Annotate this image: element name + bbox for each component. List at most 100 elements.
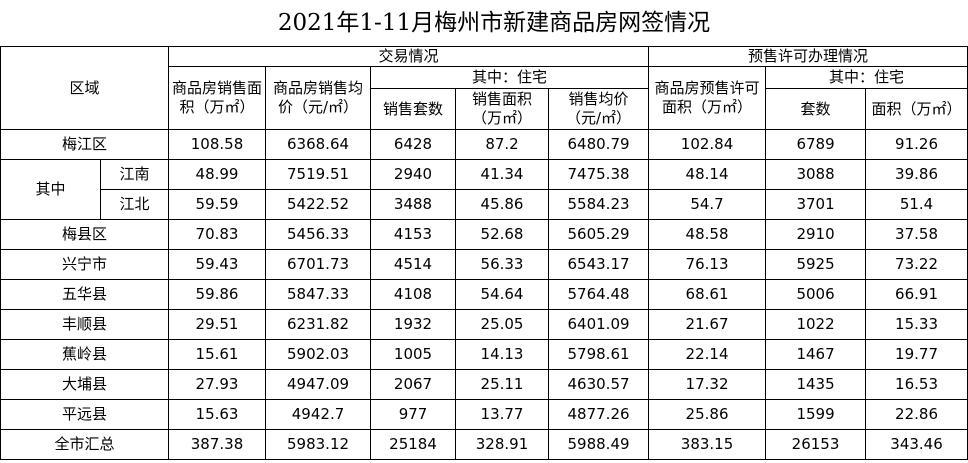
data-cell: 15.63 [168, 399, 267, 430]
data-cell: 6368.64 [265, 129, 372, 160]
data-cell: 27.93 [168, 369, 267, 400]
table-row: 江北 59.59 5422.52 3488 45.86 5584.23 54.7 3701 51… [1, 189, 968, 220]
data-cell: 21.67 [648, 309, 767, 340]
data-cell: 7519.51 [265, 159, 372, 190]
data-cell: 383.15 [648, 429, 767, 460]
row-label: 梅县区 [0, 219, 170, 250]
data-cell: 22.86 [865, 399, 968, 430]
row-label: 兴宁市 [0, 249, 170, 280]
data-cell: 108.58 [168, 129, 267, 160]
data-cell: 1435 [765, 369, 867, 400]
data-cell: 6789 [765, 129, 867, 160]
data-cell: 15.33 [865, 309, 968, 340]
header-cell: 销售均价（元/㎡） [548, 88, 650, 130]
data-cell: 87.2 [455, 129, 550, 160]
header-cell: 其中：住宅 [370, 66, 650, 89]
data-cell: 2910 [765, 219, 867, 250]
data-cell: 5584.23 [548, 189, 650, 220]
header-cell: 商品房预售许可面积（万㎡） [648, 66, 767, 130]
data-cell: 6401.09 [548, 309, 650, 340]
data-cell: 6480.79 [548, 129, 650, 160]
data-cell: 4947.09 [265, 369, 372, 400]
table-row: 区域 交易情况 预售许可办理情况 [0, 46, 968, 130]
data-cell: 5764.48 [548, 279, 650, 310]
table-row: 大埔县 27.93 4947.09 2067 25.11 4630.57 17.32 1435… [0, 369, 968, 400]
row-label: 丰顺县 [0, 309, 170, 340]
data-cell: 1599 [765, 399, 867, 430]
table-row: 五华县 59.86 5847.33 4108 54.64 5764.48 68.61 5006… [0, 279, 968, 310]
data-cell: 5422.52 [265, 189, 372, 220]
data-cell: 45.86 [455, 189, 550, 220]
data-cell: 5006 [765, 279, 867, 310]
data-cell: 5847.33 [265, 279, 372, 310]
data-cell: 73.22 [865, 249, 968, 280]
data-cell: 14.13 [455, 339, 550, 370]
data-cell: 4630.57 [548, 369, 650, 400]
data-cell: 26153 [765, 429, 867, 460]
data-cell: 59.59 [168, 189, 267, 220]
data-cell: 22.14 [648, 339, 767, 370]
data-cell: 25184 [370, 429, 457, 460]
data-cell: 1005 [370, 339, 457, 370]
data-cell: 15.61 [168, 339, 267, 370]
data-cell: 51.4 [865, 189, 968, 220]
data-cell: 3488 [370, 189, 457, 220]
row-label: 蕉岭县 [0, 339, 170, 370]
data-cell: 54.7 [648, 189, 767, 220]
table-row: 梅江区 108.58 6368.64 6428 87.2 6480.79 102.84 678… [0, 129, 968, 160]
row-label: 五华县 [0, 279, 170, 310]
data-cell: 4108 [370, 279, 457, 310]
table-row: 其中 江南 48.99 7519.51 2940 41.34 7475.38 48.14 308… [0, 159, 968, 220]
data-cell: 25.11 [455, 369, 550, 400]
data-cell: 5983.12 [265, 429, 372, 460]
header-cell: 区域 [0, 46, 170, 130]
data-cell: 328.91 [455, 429, 550, 460]
data-cell: 387.38 [168, 429, 267, 460]
data-cell: 4153 [370, 219, 457, 250]
data-cell: 91.26 [865, 129, 968, 160]
data-cell: 48.58 [648, 219, 767, 250]
data-cell: 6231.82 [265, 309, 372, 340]
data-cell: 1022 [765, 309, 867, 340]
row-label: 梅江区 [0, 129, 170, 160]
table-row: 兴宁市 59.43 6701.73 4514 56.33 6543.17 76.13 5925… [0, 249, 968, 280]
table-row: 平远县 15.63 4942.7 977 13.77 4877.26 25.86 1599 22… [0, 399, 968, 430]
data-cell: 13.77 [455, 399, 550, 430]
row-label: 江南 [99, 159, 170, 190]
data-cell: 66.91 [865, 279, 968, 310]
data-cell: 16.53 [865, 369, 968, 400]
data-cell: 3701 [765, 189, 867, 220]
data-cell: 977 [370, 399, 457, 430]
data-cell: 6543.17 [548, 249, 650, 280]
data-cell: 48.14 [648, 159, 767, 190]
data-cell: 2067 [370, 369, 457, 400]
data-cell: 37.58 [865, 219, 968, 250]
header-cell: 交易情况 [168, 46, 650, 67]
data-cell: 29.51 [168, 309, 267, 340]
data-cell: 19.77 [865, 339, 968, 370]
data-table: 区域 交易情况 预售许可办理情况 商品房销售面积（万㎡） 商品房销售均价（元/㎡） 其中：… [0, 46, 968, 460]
data-cell: 52.68 [455, 219, 550, 250]
header-cell: 销售套数 [370, 88, 457, 130]
data-cell: 5605.29 [548, 219, 650, 250]
data-cell: 5456.33 [265, 219, 372, 250]
header-cell: 商品房销售均价（元/㎡） [265, 66, 372, 130]
table-row: 商品房销售面积（万㎡） 商品房销售均价（元/㎡） 其中：住宅 商品房预售许可面积（万㎡… [1, 66, 968, 130]
header-cell: 商品房销售面积（万㎡） [168, 66, 267, 130]
data-cell: 3088 [765, 159, 867, 190]
header-cell: 套数 [765, 88, 867, 130]
data-cell: 76.13 [648, 249, 767, 280]
data-cell: 68.61 [648, 279, 767, 310]
data-cell: 25.86 [648, 399, 767, 430]
data-cell: 7475.38 [548, 159, 650, 190]
table-row: 丰顺县 29.51 6231.82 1932 25.05 6401.09 21.67 1022… [0, 309, 968, 340]
data-cell: 54.64 [455, 279, 550, 310]
data-cell: 41.34 [455, 159, 550, 190]
header-cell: 销售面积（万㎡） [455, 88, 550, 130]
row-label: 江北 [99, 189, 170, 220]
row-label: 全市汇总 [0, 429, 170, 460]
data-cell: 6428 [370, 129, 457, 160]
data-cell: 17.32 [648, 369, 767, 400]
group-label: 其中 [0, 159, 101, 220]
